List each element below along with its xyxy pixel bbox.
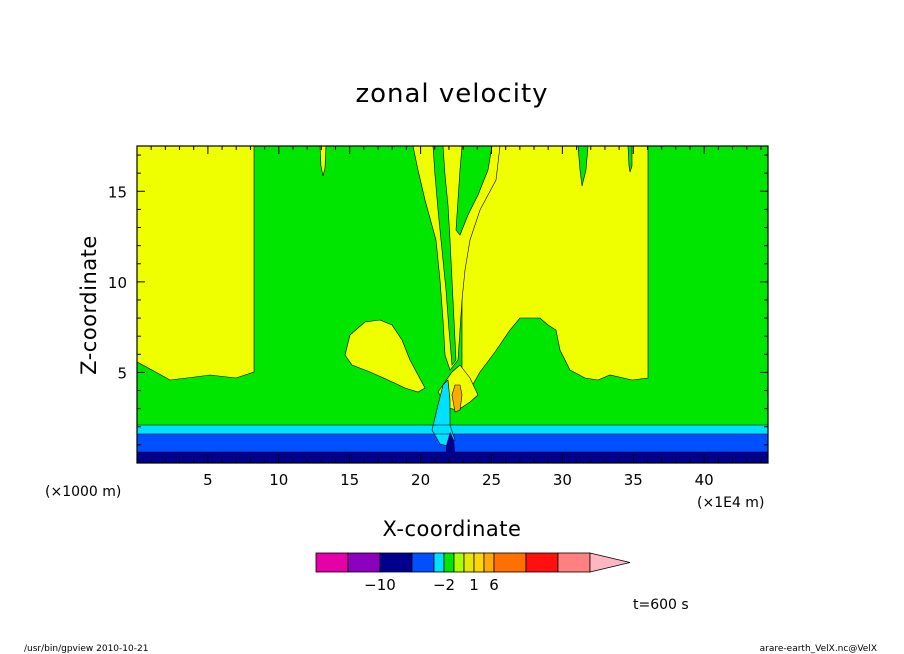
y-tick-label: 5 xyxy=(117,364,127,382)
x-tick-label: 10 xyxy=(269,471,288,489)
footer-right: arare-earth_VelX.nc@VelX xyxy=(760,644,877,654)
time-label: t=600 s xyxy=(633,597,689,613)
colorbar-label: 6 xyxy=(489,576,499,594)
top-spike-3 xyxy=(627,146,633,173)
plot-area xyxy=(137,146,768,463)
orange-spot xyxy=(451,384,463,413)
central-green-channel-left xyxy=(432,146,457,366)
x-tick-label: 30 xyxy=(553,471,572,489)
central-yellow-band xyxy=(412,146,501,371)
central-green-channel-right xyxy=(455,146,493,236)
y-axis: 5 10 15 xyxy=(108,154,768,446)
top-spike-2 xyxy=(577,146,589,187)
x-tick-label: 40 xyxy=(695,471,714,489)
colorbar-swatch xyxy=(525,552,559,573)
colorbar-swatch xyxy=(473,552,485,573)
colorbar-swatch xyxy=(379,552,413,573)
colorbar-label: 1 xyxy=(469,576,479,594)
navy-plume-base xyxy=(446,432,456,463)
x-tick-label: 25 xyxy=(482,471,501,489)
plot-frame xyxy=(136,145,769,464)
colorbar-swatch xyxy=(493,552,527,573)
y-unit-label: (×1000 m) xyxy=(45,484,121,500)
x-axis-label: X-coordinate xyxy=(383,517,522,541)
colorbar-label: −10 xyxy=(364,576,396,594)
colorbar-swatch xyxy=(463,552,475,573)
colorbar-swatch xyxy=(433,552,445,573)
x-unit-label: (×1E4 m) xyxy=(697,495,764,511)
x-tick-label: 35 xyxy=(624,471,643,489)
colorbar: −10 −2 1 6 xyxy=(315,552,631,594)
cyan-plume xyxy=(431,379,456,447)
colorbar-label: −2 xyxy=(433,576,455,594)
colorbar-swatch xyxy=(347,552,381,573)
colorbar-swatch xyxy=(483,552,495,573)
x-axis: 5 10 15 20 25 30 35 40 xyxy=(150,146,762,489)
colorbar-swatch xyxy=(453,552,465,573)
colorbar-swatch xyxy=(411,552,435,573)
colorbar-arrow xyxy=(589,552,631,573)
footer-left: /usr/bin/gpview 2010-10-21 xyxy=(24,644,148,654)
left-yellow-lobe xyxy=(344,319,426,393)
x-tick-label: 5 xyxy=(203,471,213,489)
top-spike-1 xyxy=(319,146,327,177)
y-tick-label: 10 xyxy=(108,274,127,292)
y-axis-label: Z-coordinate xyxy=(77,235,101,375)
y-tick-label: 15 xyxy=(108,183,127,201)
chart-title: zonal velocity xyxy=(355,79,548,109)
x-tick-label: 20 xyxy=(411,471,430,489)
colorbar-swatch xyxy=(557,552,591,573)
left-yellow-region xyxy=(137,146,255,381)
x-tick-label: 15 xyxy=(340,471,359,489)
colorbar-swatch xyxy=(315,552,349,573)
colorbar-swatch xyxy=(443,552,455,573)
